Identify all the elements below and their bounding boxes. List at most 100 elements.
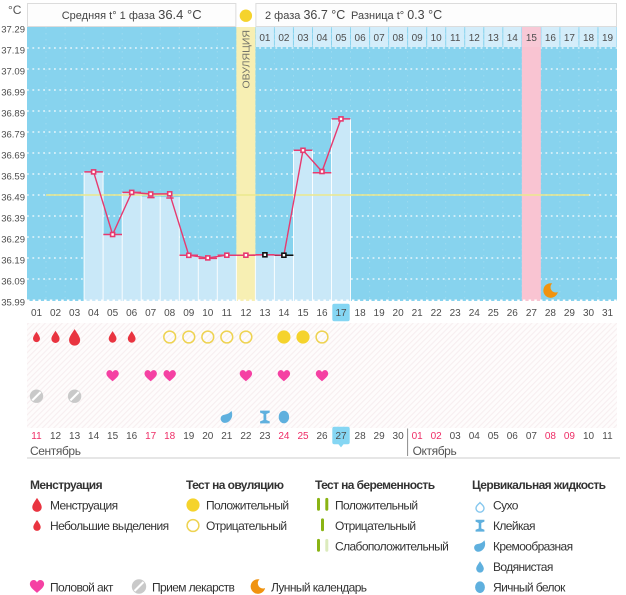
svg-text:03: 03 [450, 431, 462, 442]
svg-text:16: 16 [126, 431, 138, 442]
svg-text:09: 09 [183, 308, 195, 319]
svg-text:05: 05 [335, 33, 347, 44]
svg-text:09: 09 [564, 431, 576, 442]
svg-text:22: 22 [240, 431, 252, 442]
svg-text:17: 17 [145, 431, 157, 442]
svg-text:36.29: 36.29 [1, 234, 25, 245]
svg-text:36.19: 36.19 [1, 255, 25, 266]
svg-text:36.39: 36.39 [1, 213, 25, 224]
svg-text:13: 13 [488, 33, 500, 44]
svg-text:22: 22 [431, 308, 443, 319]
svg-text:21: 21 [221, 431, 233, 442]
svg-text:Лунный календарь: Лунный календарь [271, 581, 367, 595]
svg-text:16: 16 [316, 308, 328, 319]
svg-text:19: 19 [374, 308, 386, 319]
svg-text:02: 02 [50, 308, 62, 319]
svg-text:02: 02 [278, 33, 290, 44]
svg-text:19: 19 [602, 33, 614, 44]
svg-text:Цервикальная жидкость: Цервикальная жидкость [472, 478, 606, 492]
svg-text:Водянистая: Водянистая [493, 560, 553, 574]
svg-text:02: 02 [431, 431, 443, 442]
svg-text:28: 28 [355, 431, 367, 442]
svg-text:Яичный белок: Яичный белок [493, 581, 566, 595]
svg-text:36.89: 36.89 [1, 108, 25, 119]
svg-text:Половой акт: Половой акт [50, 581, 114, 595]
svg-text:31: 31 [602, 308, 614, 319]
svg-text:08: 08 [164, 308, 176, 319]
svg-text:36.09: 36.09 [1, 276, 25, 287]
svg-text:08: 08 [393, 33, 405, 44]
svg-text:10: 10 [202, 308, 214, 319]
svg-text:Небольшие выделения: Небольшие выделения [50, 519, 169, 533]
svg-text:08: 08 [545, 431, 557, 442]
svg-text:24: 24 [278, 431, 290, 442]
svg-text:07: 07 [374, 33, 386, 44]
svg-text:Октябрь: Октябрь [413, 444, 457, 458]
svg-text:11: 11 [450, 33, 461, 44]
svg-text:20: 20 [202, 431, 214, 442]
svg-text:Отрицательный: Отрицательный [335, 519, 416, 533]
svg-text:Отрицательный: Отрицательный [206, 519, 287, 533]
svg-text:28: 28 [545, 308, 557, 319]
svg-text:18: 18 [164, 431, 176, 442]
svg-text:01: 01 [412, 431, 424, 442]
svg-text:29: 29 [564, 308, 576, 319]
svg-text:°C: °C [8, 3, 22, 17]
svg-text:Разница t° 0.3 °C: Разница t° 0.3 °C [351, 8, 442, 22]
svg-text:Тест на овуляцию: Тест на овуляцию [186, 478, 284, 492]
svg-text:06: 06 [355, 33, 367, 44]
svg-text:15: 15 [297, 308, 309, 319]
svg-text:13: 13 [69, 431, 81, 442]
svg-text:36.79: 36.79 [1, 129, 25, 140]
svg-text:09: 09 [412, 33, 424, 44]
svg-text:05: 05 [107, 308, 119, 319]
svg-text:07: 07 [526, 431, 538, 442]
svg-text:13: 13 [259, 308, 271, 319]
svg-text:12: 12 [50, 431, 62, 442]
svg-text:03: 03 [69, 308, 81, 319]
svg-text:04: 04 [88, 308, 100, 319]
svg-text:25: 25 [488, 308, 500, 319]
svg-text:30: 30 [393, 431, 405, 442]
svg-text:17: 17 [335, 308, 347, 319]
svg-text:26: 26 [507, 308, 519, 319]
svg-text:Положительный: Положительный [206, 499, 289, 513]
svg-text:Сентябрь: Сентябрь [30, 444, 81, 458]
svg-text:Слабоположительный: Слабоположительный [335, 540, 448, 554]
svg-text:37.09: 37.09 [1, 66, 25, 77]
svg-text:2 фаза 36.7 °C: 2 фаза 36.7 °C [265, 8, 345, 22]
svg-text:36.69: 36.69 [1, 150, 25, 161]
svg-text:11: 11 [602, 431, 613, 442]
svg-text:25: 25 [297, 431, 309, 442]
svg-text:11: 11 [31, 431, 42, 442]
svg-text:35.99: 35.99 [1, 297, 25, 308]
svg-text:21: 21 [412, 308, 424, 319]
svg-text:Сухо: Сухо [493, 499, 519, 513]
svg-text:Средняя t° 1 фаза 36.4 °C: Средняя t° 1 фаза 36.4 °C [62, 7, 202, 22]
svg-text:15: 15 [107, 431, 119, 442]
svg-text:26: 26 [316, 431, 328, 442]
svg-text:07: 07 [145, 308, 157, 319]
svg-text:Клейкая: Клейкая [493, 519, 535, 533]
svg-text:01: 01 [31, 308, 43, 319]
svg-text:03: 03 [297, 33, 309, 44]
svg-text:Менструация: Менструация [30, 478, 103, 492]
svg-text:36.99: 36.99 [1, 87, 25, 98]
svg-text:23: 23 [259, 431, 271, 442]
svg-text:37.29: 37.29 [1, 24, 25, 35]
svg-text:14: 14 [507, 33, 519, 44]
svg-text:12: 12 [469, 33, 481, 44]
svg-text:10: 10 [583, 431, 595, 442]
svg-text:30: 30 [583, 308, 595, 319]
svg-text:ОВУЛЯЦИЯ: ОВУЛЯЦИЯ [241, 30, 253, 89]
svg-text:11: 11 [222, 308, 233, 319]
svg-text:05: 05 [488, 431, 500, 442]
svg-text:18: 18 [583, 33, 595, 44]
svg-text:36.59: 36.59 [1, 171, 25, 182]
svg-text:Тест на беременность: Тест на беременность [315, 478, 435, 492]
svg-text:06: 06 [126, 308, 138, 319]
svg-text:10: 10 [431, 33, 443, 44]
svg-text:15: 15 [526, 33, 538, 44]
svg-text:17: 17 [564, 33, 576, 44]
svg-text:18: 18 [355, 308, 367, 319]
